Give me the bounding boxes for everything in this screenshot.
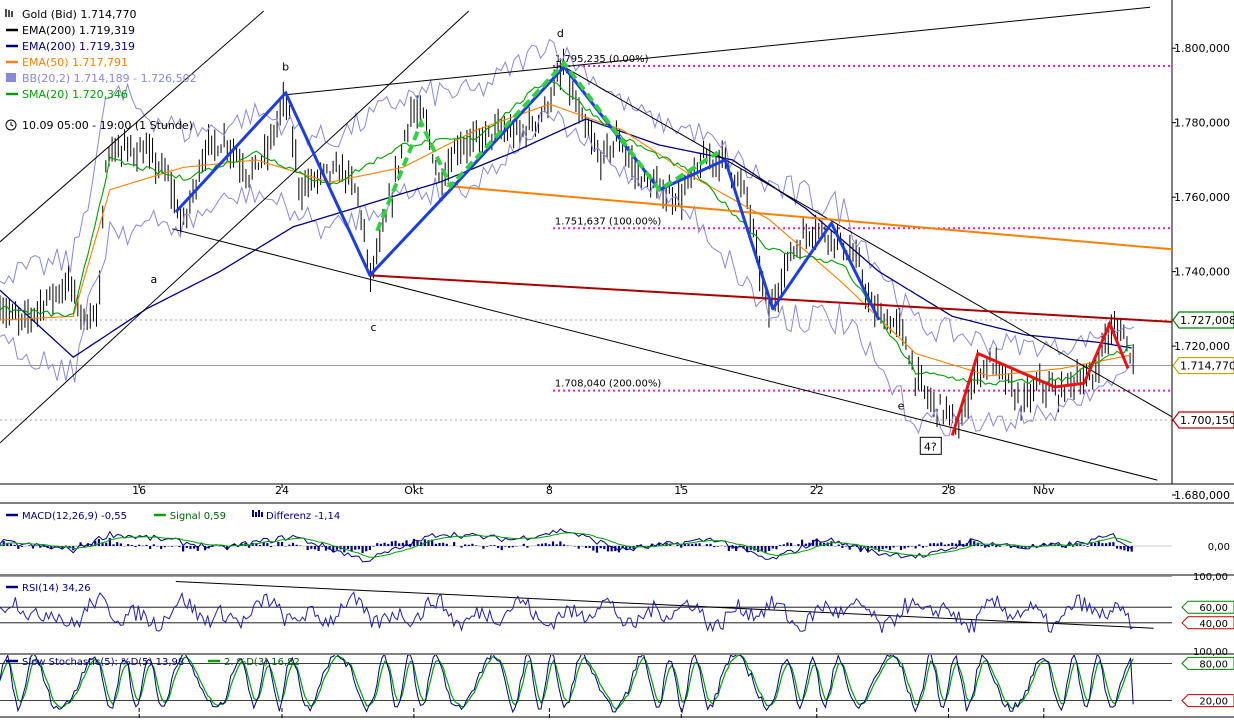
date-axis-label: Nov [1033, 484, 1055, 497]
stochastic-d5-line [0, 655, 1134, 714]
date-axis-label: 8 [546, 484, 553, 497]
stochastic-axis-label: 100,00 [1193, 647, 1228, 658]
date-axis-label: 16 [132, 484, 146, 497]
rsi-legend: RSI(14) 34,26 [6, 583, 91, 594]
value-tag-label: 1.700,150 [1180, 414, 1234, 427]
rsi-axis-label: 40,00 [1199, 619, 1228, 630]
wave-label: b [282, 61, 289, 74]
legend-entry: Differenz -1,14 [266, 511, 340, 522]
macd-zero-label: 0,00 [1208, 542, 1230, 553]
value-tag [1172, 356, 1234, 375]
fibonacci-level-label: 1.708,040 (200.00%) [555, 379, 661, 390]
legend-entry: EMA(200) 1.719,319 [22, 24, 135, 37]
trend-line [446, 184, 1172, 251]
date-axis-label: 15 [674, 484, 688, 497]
price-plot-area: 1.795,235 (0.00%) 1.751,637 (100.00%) 1.70… [0, 6, 1172, 481]
date-axis-label: Okt [404, 484, 424, 497]
stochastic-legend: Slow Stochastic(5): %D(5) 13,98 2. %D(3) … [6, 657, 300, 668]
trend-line [172, 228, 1158, 481]
legend-entry: Signal 0,59 [170, 511, 226, 522]
date-axis-label: 24 [275, 484, 289, 497]
legend-entry: 2. %D(3) 16,82 [224, 657, 300, 668]
legend-entry: EMA(50) 1.717,791 [22, 56, 128, 69]
legend-entry: Slow Stochastic(5): %D(5) 13,98 [22, 657, 184, 668]
rsi-level-tag [1181, 616, 1234, 630]
legend-entry: Gold (Bid) 1.714,770 [22, 8, 136, 21]
wave-label: e [898, 399, 905, 412]
trend-line [563, 66, 1172, 418]
rsi-line [0, 591, 1134, 633]
price-axis-label: 1.680,000 [1174, 489, 1230, 502]
price-axis-label: 1.720,000 [1174, 340, 1230, 353]
stochastic-axis-label: 20,00 [1199, 697, 1228, 708]
price-legend: Gold (Bid) 1.714,770 EMA(200) 1.719,319 EM… [5, 8, 197, 132]
macd-axis: 0,00 [1208, 542, 1230, 553]
period-label: 10.09 05:00 - 19:00 (1 Stunde) [22, 119, 193, 132]
trend-line [0, 10, 265, 243]
bollinger-lower-band [0, 110, 1135, 437]
price-axis-label: 1.760,000 [1174, 191, 1230, 204]
macd-legend: MACD(12,26,9) -0,55 Signal 0,59 Differenz … [6, 510, 340, 522]
band-swatch [6, 73, 16, 82]
stochastic-level-tag [1181, 656, 1234, 670]
bollinger-upper-band [0, 38, 1135, 358]
clock-icon [5, 119, 17, 131]
rsi-level-tag [1181, 600, 1234, 614]
fibonacci-level-label: 1.751,637 (100.00%) [555, 216, 661, 227]
wave-label: 4? [924, 440, 937, 453]
sma20-line [0, 79, 1132, 386]
wave-label-box [919, 436, 942, 455]
wave-label: a [150, 273, 157, 286]
date-axis: 16 24 Okt 8 15 22 28 Nov [132, 484, 1055, 718]
stochastic-level-tag [1181, 694, 1234, 708]
macd-line [0, 528, 1132, 563]
macd-panel: 0,00 MACD(12,26,9) -0,55 Signal 0,59 Diffe… [0, 502, 1234, 576]
ema200-line [0, 118, 1132, 359]
stochastic-d3-line [0, 655, 1134, 710]
stochastic-axis-label: 80,00 [1199, 659, 1228, 670]
macd-signal-line [0, 532, 1132, 558]
price-value-tags: 1.727,008 1.714,770 1.700,150 [1172, 311, 1234, 429]
value-tag-label: 1.727,008 [1180, 314, 1234, 327]
wave-label: c [371, 321, 377, 334]
price-axis-label: 1.780,000 [1174, 117, 1230, 130]
date-axis-label: 22 [810, 484, 824, 497]
rsi-trend-line [175, 580, 1154, 629]
rsi-panel: 100,00 60,00 40,00 RSI(14) 34,26 [0, 572, 1234, 655]
histogram-icon [252, 510, 263, 517]
legend-entry: MACD(12,26,9) -0,55 [22, 511, 127, 522]
rsi-axis: 100,00 60,00 40,00 [1181, 572, 1234, 630]
value-tag-label: 1.714,770 [1180, 360, 1234, 373]
fibonacci-level-label: 1.795,235 (0.00%) [555, 54, 649, 65]
macd-plot-area [0, 528, 1172, 563]
rsi-axis-label: 60,00 [1199, 603, 1228, 614]
legend-entry: BB(20,2) 1.714,189 - 1.726,502 [22, 72, 197, 85]
price-axis-label: 1.740,000 [1174, 266, 1230, 279]
price-axis: 1.680,0001.700,0001.720,0001.740,0001.76… [1172, 42, 1230, 502]
ema50-line [0, 103, 1132, 377]
rsi-axis-label: 100,00 [1193, 572, 1228, 583]
value-tag [1172, 411, 1234, 429]
trend-line [0, 10, 470, 444]
ohlc-bars-icon [5, 9, 13, 17]
green-wave-pattern [375, 59, 719, 232]
trend-line [285, 6, 1151, 96]
legend-entry: SMA(20) 1.720,346 [22, 88, 128, 101]
legend-entry: EMA(200) 1.719,319 [22, 40, 135, 53]
rsi-plot-area [0, 576, 1172, 633]
value-tag [1172, 311, 1234, 329]
legend-entry: RSI(14) 34,26 [22, 583, 91, 594]
wave-label: d [557, 27, 564, 40]
red-wave-pattern [950, 319, 1130, 436]
stochastic-plot-area [0, 655, 1172, 714]
price-axis-label: 1.800,000 [1174, 42, 1230, 55]
date-axis-label: 28 [942, 484, 956, 497]
